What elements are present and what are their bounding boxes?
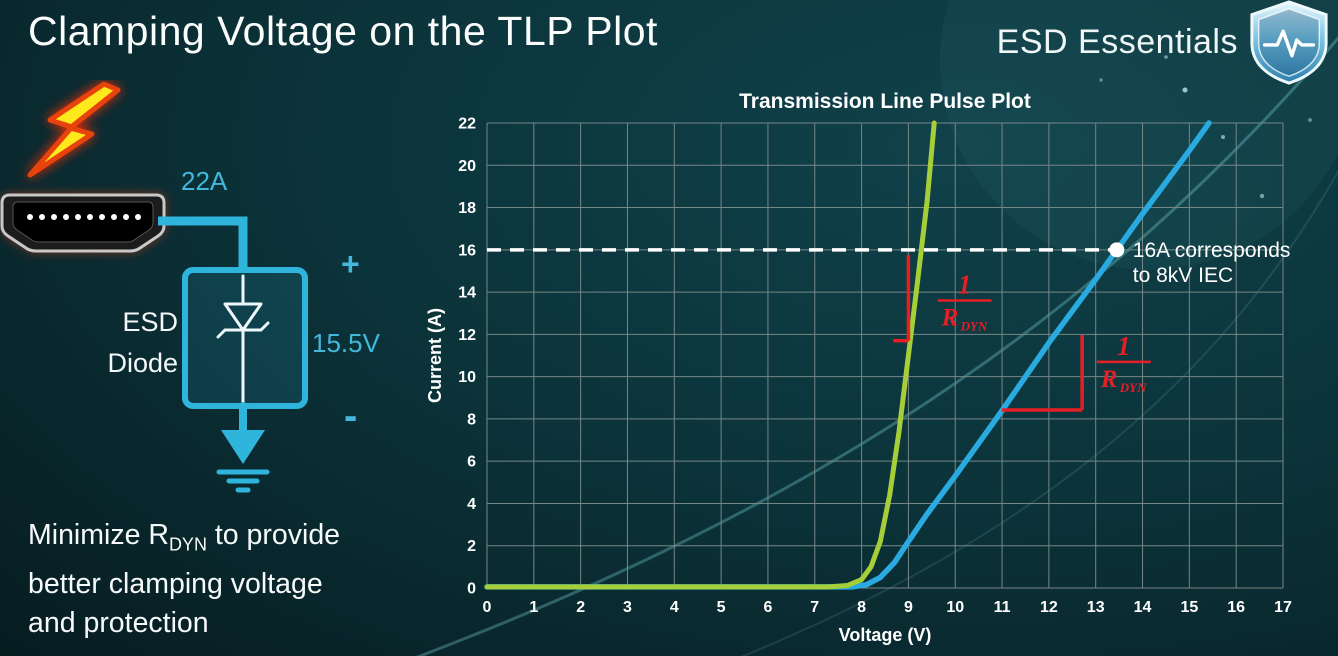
svg-text:11: 11	[994, 599, 1011, 616]
svg-text:18: 18	[458, 200, 476, 217]
svg-text:8: 8	[857, 599, 866, 616]
rdyn-subscript: DYN	[168, 534, 207, 555]
note-line2: better clamping voltage	[28, 567, 323, 600]
svg-text:14: 14	[458, 285, 476, 302]
svg-text:4: 4	[467, 496, 476, 513]
svg-text:9: 9	[904, 599, 913, 616]
svg-text:2: 2	[467, 538, 476, 555]
svg-text:DYN: DYN	[960, 319, 988, 334]
svg-text:R: R	[941, 305, 959, 332]
tick-labels: 0 1 2 3 4 5 6 7 8 9 10 11 12 13 14 15 16 1702468101214161…	[458, 116, 1292, 617]
svg-text:15: 15	[1180, 599, 1198, 616]
slope-annotation-2: 1 R DYN	[1002, 331, 1151, 412]
svg-text:3: 3	[623, 599, 632, 616]
blue-curve-higher-rdyn	[484, 120, 1212, 590]
plus-polarity-label: +	[341, 246, 360, 282]
svg-text:20: 20	[458, 158, 476, 175]
esd-diode-symbol	[216, 274, 270, 404]
component-label-line1: ESD	[122, 307, 178, 337]
tlp-chart: 0 1 2 3 4 5 6 7 8 9 10 11 12 13 14 15 16 1702468101214161…	[425, 90, 1292, 645]
svg-text:1: 1	[529, 599, 538, 616]
svg-text:16: 16	[458, 242, 476, 259]
lightning-bolt-icon	[27, 81, 121, 178]
svg-text:2: 2	[576, 599, 585, 616]
ground-symbol	[216, 402, 270, 493]
signal-wire	[158, 216, 248, 272]
marker-note-line-1: 16A corresponds	[1133, 239, 1291, 262]
shield-pulse-icon	[1250, 0, 1328, 85]
esd-circuit-diagram	[0, 81, 308, 493]
component-label-line2: Diode	[107, 348, 178, 378]
svg-text:1: 1	[1117, 331, 1131, 361]
svg-text:14: 14	[1134, 599, 1152, 616]
svg-text:0: 0	[467, 581, 476, 598]
slope-annotation-1: 1 R DYN	[893, 255, 992, 343]
marker-16A-point	[1109, 242, 1125, 258]
green-curve-low-rdyn	[484, 120, 937, 590]
svg-text:8: 8	[467, 411, 476, 428]
brand: ESD Essentials	[996, 0, 1334, 85]
esd-diode-box	[182, 267, 308, 409]
svg-text:6: 6	[763, 599, 772, 616]
hdmi-connector-icon	[0, 193, 166, 253]
clamp-voltage-label: 15.5V	[312, 328, 380, 358]
svg-text:7: 7	[810, 599, 819, 616]
svg-text:13: 13	[1087, 599, 1105, 616]
note-line1: Minimize RDYN to provide	[28, 519, 341, 555]
component-label: ESD Diode	[66, 302, 178, 384]
svg-text:R: R	[1100, 366, 1118, 393]
svg-text:DYN: DYN	[1119, 380, 1147, 395]
svg-text:10: 10	[946, 599, 964, 616]
svg-text:16: 16	[1227, 599, 1245, 616]
y-axis-label: Current (A)	[425, 308, 445, 403]
svg-text:6: 6	[467, 454, 476, 471]
svg-text:5: 5	[717, 599, 726, 616]
takeaway-note: Minimize RDYN to provide better clamping…	[28, 516, 438, 643]
brand-text: ESD Essentials	[996, 22, 1238, 61]
svg-text:1: 1	[958, 270, 972, 300]
minus-polarity-label: -	[344, 394, 358, 438]
page-title: Clamping Voltage on the TLP Plot	[28, 8, 658, 54]
note-line3: and protection	[28, 606, 209, 639]
svg-text:0: 0	[483, 599, 492, 616]
svg-text:12: 12	[458, 327, 476, 344]
svg-text:17: 17	[1274, 599, 1292, 616]
svg-text:4: 4	[670, 599, 679, 616]
svg-text:10: 10	[458, 369, 476, 386]
surge-current-label: 22A	[181, 166, 228, 196]
x-axis-label: Voltage (V)	[839, 625, 932, 645]
svg-text:12: 12	[1040, 599, 1058, 616]
svg-text:22: 22	[458, 116, 476, 133]
chart-title: Transmission Line Pulse Plot	[739, 90, 1031, 113]
marker-note-line-2: to 8kV IEC	[1133, 264, 1233, 287]
